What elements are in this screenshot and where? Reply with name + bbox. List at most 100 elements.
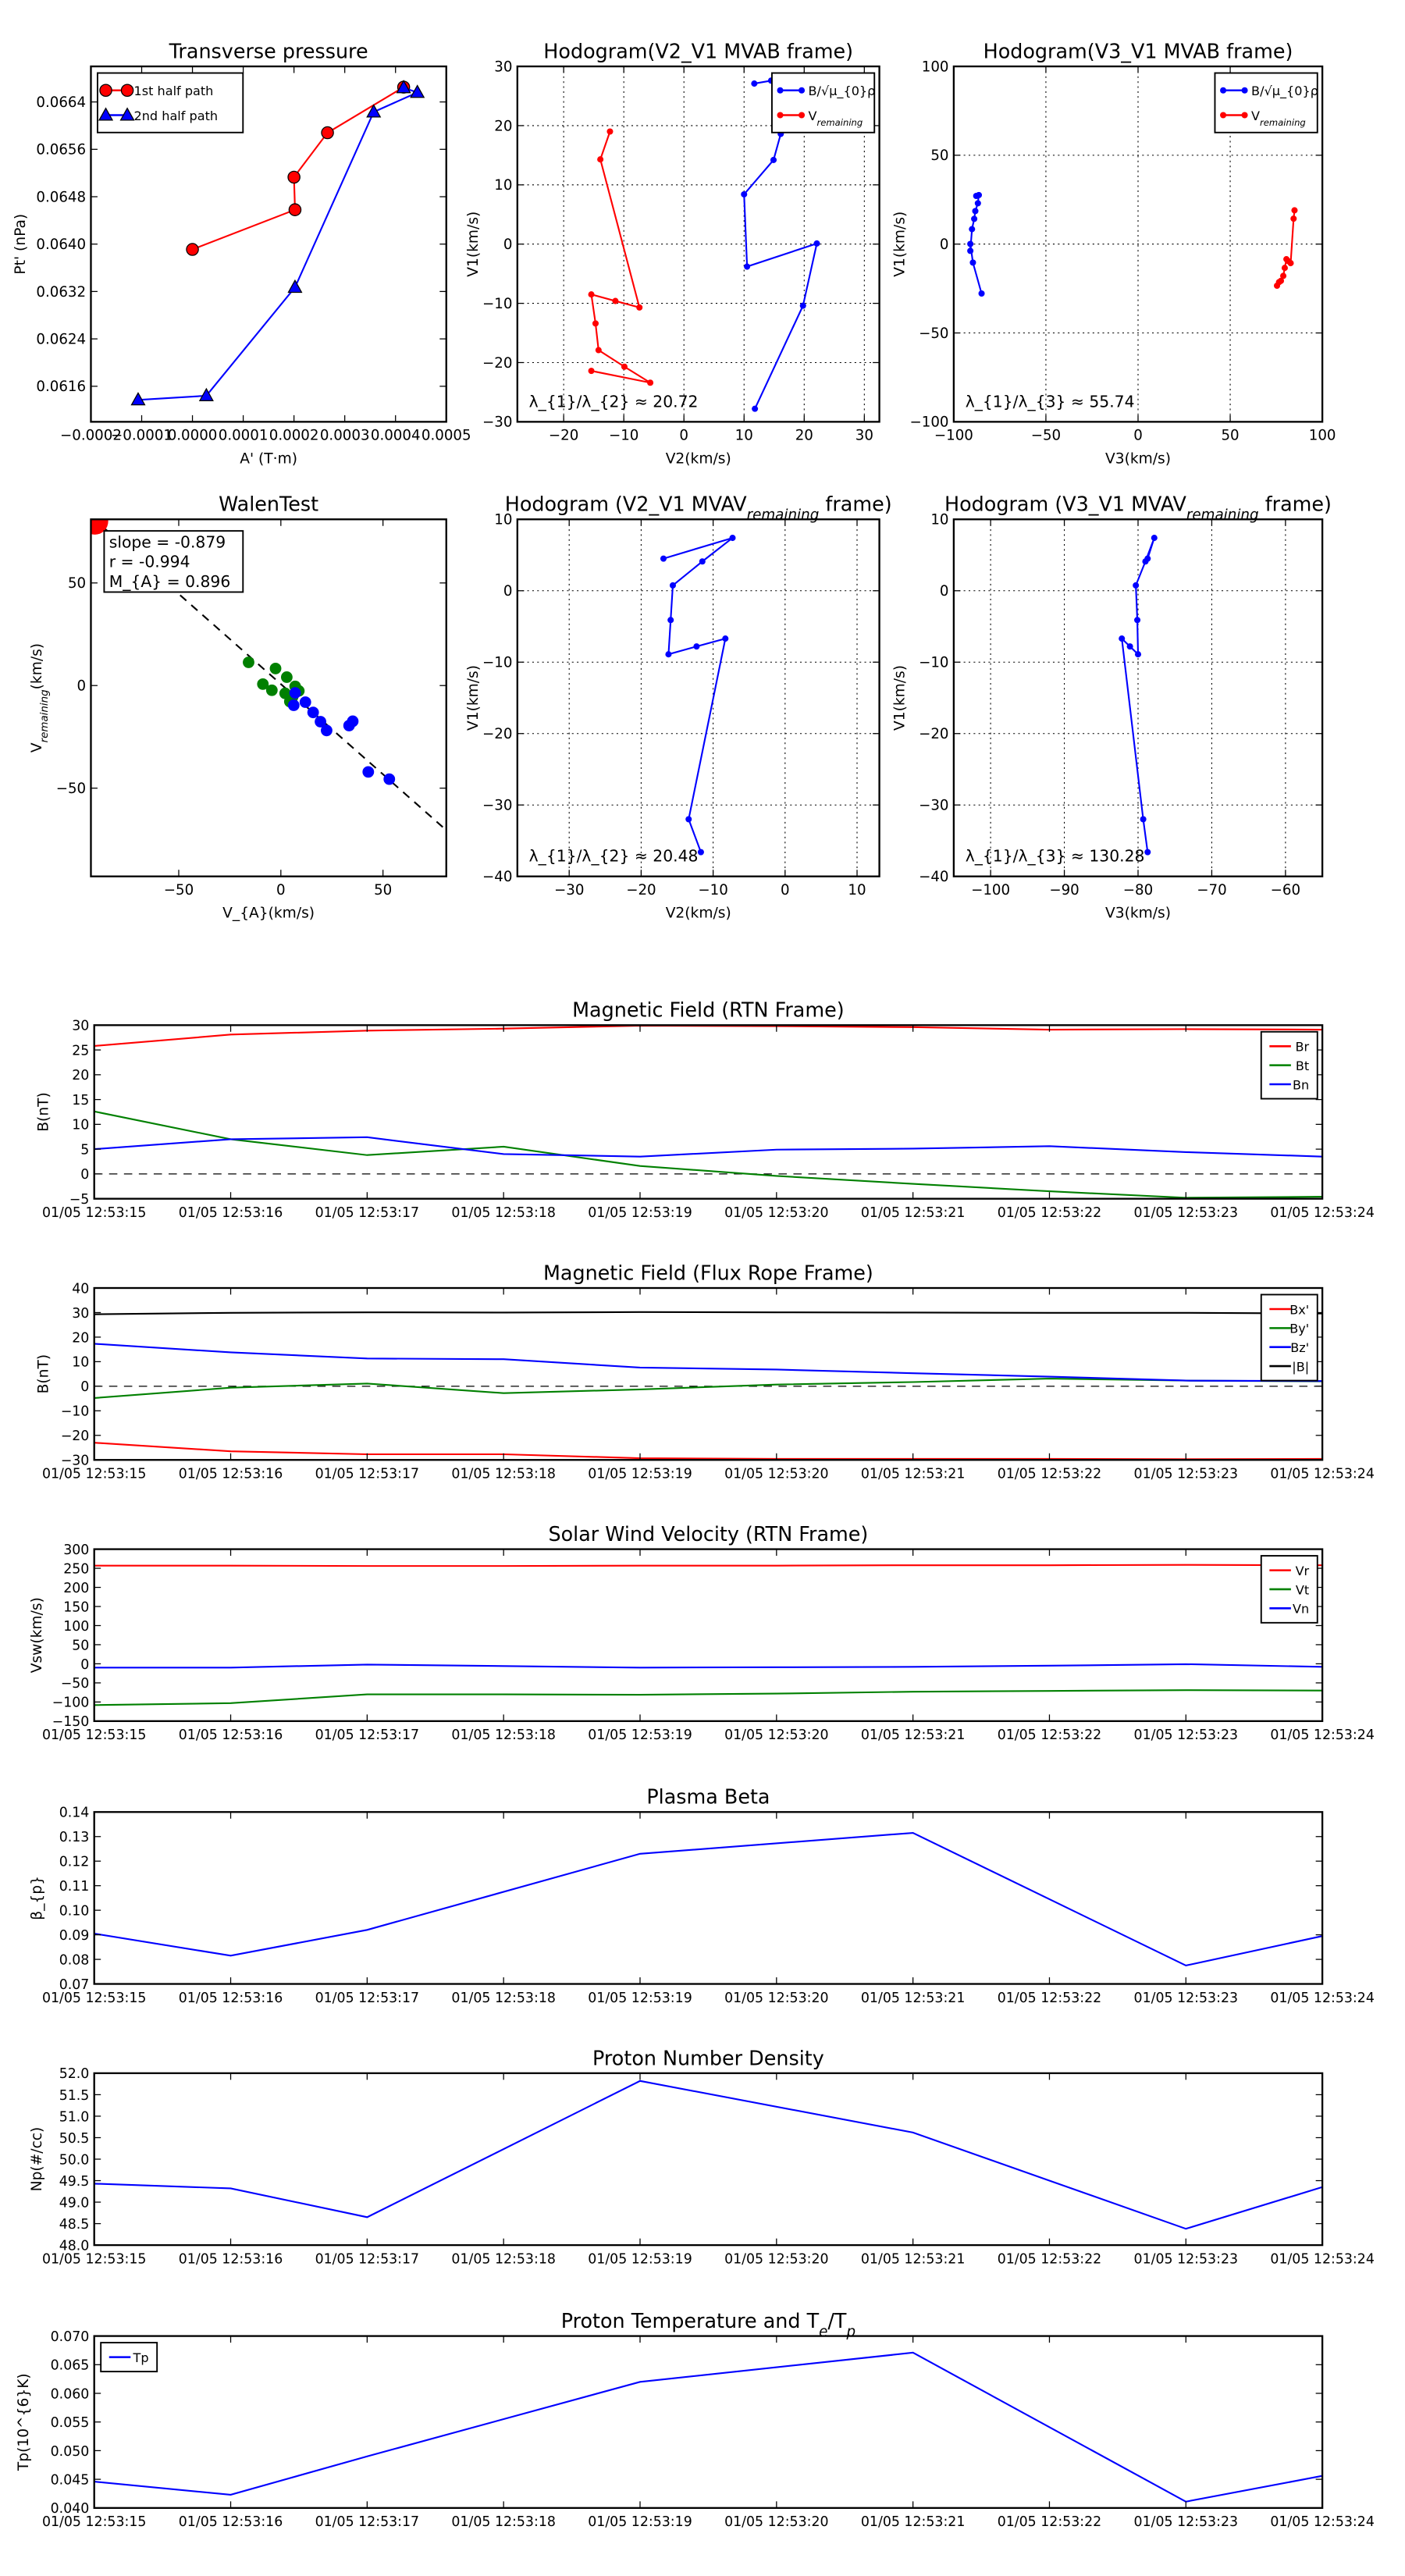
legend-item: Br	[1269, 1040, 1310, 1055]
y-tick-label: −10	[482, 296, 512, 312]
y-tick-label: 0	[503, 237, 513, 253]
y-tick-label: 0.060	[51, 2386, 90, 2402]
y-axis-label: Pt' (nPa)	[12, 214, 29, 275]
y-tick-label: −40	[919, 869, 948, 885]
y-axis-label: V1(km/s)	[465, 212, 482, 277]
data-point	[257, 678, 269, 690]
series-b	[660, 535, 736, 856]
series-line	[94, 1689, 1323, 1706]
y-tick-label: −10	[482, 655, 512, 671]
legend-item: Bn	[1269, 1077, 1309, 1092]
series--b-	[94, 1311, 1323, 1315]
legend: Tp	[100, 2342, 158, 2373]
data-point	[799, 302, 806, 309]
x-tick-label: 100	[1309, 428, 1336, 444]
series-line	[94, 1136, 1323, 1158]
series-line	[94, 1311, 1323, 1315]
data-point	[606, 128, 614, 135]
data-point	[667, 617, 674, 624]
y-tick-label: 50.5	[59, 2131, 90, 2147]
legend-item: Bx'	[1269, 1302, 1309, 1317]
data-point	[1133, 582, 1140, 589]
chart-title: Hodogram (V3_V1 MVAVremaining frame)	[944, 493, 1332, 524]
data-point	[362, 766, 375, 778]
data-point	[588, 368, 595, 375]
panel-proton-number-density: 01/05 12:53:15 01/05 12:53:16 01/05 12:53:…	[29, 2046, 1375, 2267]
y-tick-label: −10	[919, 655, 948, 671]
y-tick-label: 0.10	[59, 1903, 90, 1919]
data-point	[198, 387, 214, 401]
y-tick-label: −30	[482, 415, 512, 431]
x-tick-label: 10	[848, 882, 866, 898]
y-tick-label: 30	[494, 59, 512, 75]
x-tick-label: 01/05 12:53:17	[315, 1727, 420, 1743]
series-beta	[94, 1831, 1323, 1967]
plot-background	[517, 519, 880, 877]
panel-walen-test: −50 0 50 −50 0 50 WalenTest V_{A}(km/s) Vremaini…	[29, 493, 447, 922]
data-point	[971, 215, 978, 222]
y-tick-label: 0.065	[51, 2358, 90, 2374]
panel-hodogram-v2-v1-mvab: −20 −10 0 10 20 30 −30 −20 −10 0 10 20 30 Hodogram(V2…	[465, 39, 880, 467]
data-point	[660, 555, 667, 562]
series-np	[94, 2080, 1323, 2230]
x-tick-label: 01/05 12:53:16	[179, 1991, 283, 2006]
y-axis-label: V1(km/s)	[465, 665, 482, 731]
x-tick-label: 01/05 12:53:22	[998, 1991, 1102, 2006]
x-tick-label: 01/05 12:53:22	[998, 2251, 1102, 2267]
y-tick-label: 0.0664	[36, 94, 86, 111]
x-tick-label: 01/05 12:53:23	[1134, 2514, 1239, 2530]
x-tick-label: 01/05 12:53:19	[588, 1991, 692, 2006]
data-point	[595, 347, 602, 354]
x-tick-label: 01/05 12:53:21	[861, 1467, 966, 1482]
axes-frame	[516, 518, 880, 877]
data-point	[321, 724, 333, 737]
plot-background	[94, 2073, 1323, 2246]
x-tick-label: 01/05 12:53:23	[1134, 1205, 1239, 1221]
legend: Bx' By' Bz' |B|	[1260, 1293, 1318, 1382]
plot-area	[517, 519, 880, 877]
data-point	[975, 191, 983, 198]
data-point	[120, 84, 134, 98]
series-bt	[94, 1110, 1323, 1199]
data-point	[1134, 617, 1141, 624]
series-vn	[94, 1663, 1323, 1669]
legend-item: Vremaining	[777, 109, 863, 128]
y-axis-label: B(nT)	[35, 1354, 52, 1393]
x-tick-label: 01/05 12:53:18	[451, 2251, 556, 2267]
series-line	[94, 1564, 1323, 1567]
x-tick-label: 01/05 12:53:22	[998, 1727, 1102, 1743]
x-tick-label: −50	[1031, 428, 1061, 444]
legend: B/√μ_{0}ρ Vremaining	[770, 72, 875, 133]
x-tick-label: 01/05 12:53:18	[451, 1467, 556, 1482]
y-tick-label: −20	[919, 726, 948, 742]
plot-area	[94, 1831, 1323, 1967]
chart-title: Magnetic Field (Flux Rope Frame)	[543, 1261, 873, 1284]
data-point	[99, 84, 112, 98]
y-axis-label: V1(km/s)	[891, 665, 908, 731]
x-tick-label: 01/05 12:53:20	[724, 2514, 829, 2530]
x-tick-label: −60	[1271, 882, 1300, 898]
x-axis-label: V3(km/s)	[1105, 450, 1171, 467]
axes-frame	[93, 1548, 1324, 1722]
y-tick-label: 20	[72, 1330, 89, 1346]
data-point	[396, 80, 411, 94]
legend-label: Bn	[1293, 1077, 1309, 1092]
y-tick-label: −30	[61, 1453, 90, 1469]
y-axis-label: Np(#/cc)	[29, 2127, 45, 2192]
y-tick-label: 200	[63, 1581, 89, 1596]
y-tick-label: −100	[52, 1695, 90, 1711]
y-axis-label: V1(km/s)	[891, 212, 908, 277]
y-tick-label: 30	[72, 1019, 89, 1034]
x-tick-label: −10	[698, 882, 727, 898]
data-point	[741, 190, 748, 197]
x-tick-label: 0	[1133, 428, 1143, 444]
data-point	[383, 773, 396, 785]
y-tick-label: −50	[919, 326, 948, 342]
y-tick-label: 52.0	[59, 2066, 90, 2082]
x-tick-label: 01/05 12:53:16	[179, 2514, 283, 2530]
x-tick-label: 01/05 12:53:17	[315, 2251, 420, 2267]
x-tick-label: −100	[934, 428, 973, 444]
data-point	[1140, 816, 1147, 823]
y-tick-label: 10	[494, 177, 512, 194]
